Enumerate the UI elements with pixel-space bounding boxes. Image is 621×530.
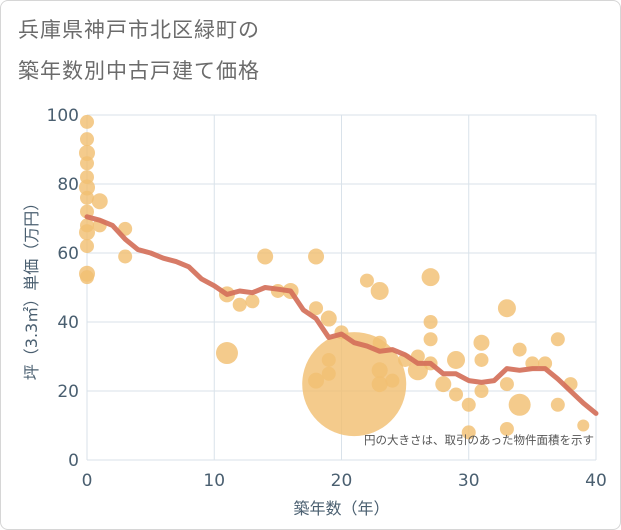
data-bubble	[232, 297, 247, 312]
trend-line	[84, 214, 599, 416]
data-bubble	[79, 179, 95, 196]
data-bubble	[474, 384, 489, 398]
data-bubble	[79, 224, 95, 241]
y-tick-label: 80	[57, 175, 79, 195]
data-bubble	[80, 132, 94, 147]
data-bubble	[257, 248, 274, 265]
data-bubble	[372, 335, 387, 350]
data-bubble	[80, 156, 94, 171]
data-bubble	[447, 350, 466, 369]
x-tick-label: 30	[458, 471, 480, 491]
data-bubble	[80, 270, 94, 285]
data-bubble	[215, 342, 238, 365]
y-tick-label: 40	[57, 313, 79, 333]
data-bubble	[79, 144, 95, 161]
x-tick-label: 10	[203, 471, 225, 491]
data-bubble	[302, 332, 407, 437]
data-bubble	[461, 397, 476, 412]
data-bubble	[435, 376, 452, 393]
data-bubble	[499, 421, 514, 436]
data-bubble	[497, 299, 516, 318]
data-bubble	[474, 352, 489, 367]
data-bubble	[371, 376, 388, 393]
data-bubble	[577, 419, 590, 432]
data-bubble	[421, 268, 440, 287]
data-bubble	[461, 425, 476, 440]
y-tick-label: 100	[47, 106, 79, 126]
y-tick-label: 20	[57, 382, 79, 402]
data-bubble	[550, 397, 565, 412]
data-bubble	[370, 281, 389, 300]
y-axis-title: 坪（3.3㎡）単価（万円）	[22, 195, 41, 380]
data-bubble	[80, 239, 94, 254]
data-bubble	[371, 362, 388, 379]
chart-title-line1: 兵庫県神戸市北区緑町の	[18, 18, 260, 42]
size-note: 円の大きさは、取引のあった物件面積を示す	[364, 433, 594, 447]
chart-title-line2: 築年数別中古戸建て価格	[18, 59, 260, 83]
data-bubble	[359, 273, 374, 288]
data-bubble	[473, 334, 490, 351]
data-bubble	[385, 373, 400, 388]
x-tick-label: 40	[585, 471, 607, 491]
data-bubble	[550, 332, 565, 347]
data-bubble	[320, 310, 337, 327]
data-bubble	[118, 249, 133, 264]
data-bubble	[449, 387, 464, 402]
data-bubble	[423, 315, 438, 329]
y-tick-label: 60	[57, 244, 79, 264]
data-bubble	[80, 190, 94, 205]
data-bubble	[245, 294, 260, 309]
data-bubble	[80, 114, 94, 129]
data-bubble	[91, 193, 108, 210]
y-tick-label: 0	[68, 451, 79, 471]
data-bubble	[308, 248, 325, 265]
data-bubble	[512, 342, 527, 357]
x-axis-title: 築年数（年）	[293, 499, 389, 518]
data-bubble	[423, 332, 438, 347]
data-bubble	[499, 377, 514, 392]
data-bubble	[309, 301, 324, 316]
x-tick-label: 0	[82, 471, 93, 491]
x-tick-label: 20	[331, 471, 353, 491]
data-bubble	[80, 204, 94, 219]
data-bubble	[508, 393, 531, 416]
